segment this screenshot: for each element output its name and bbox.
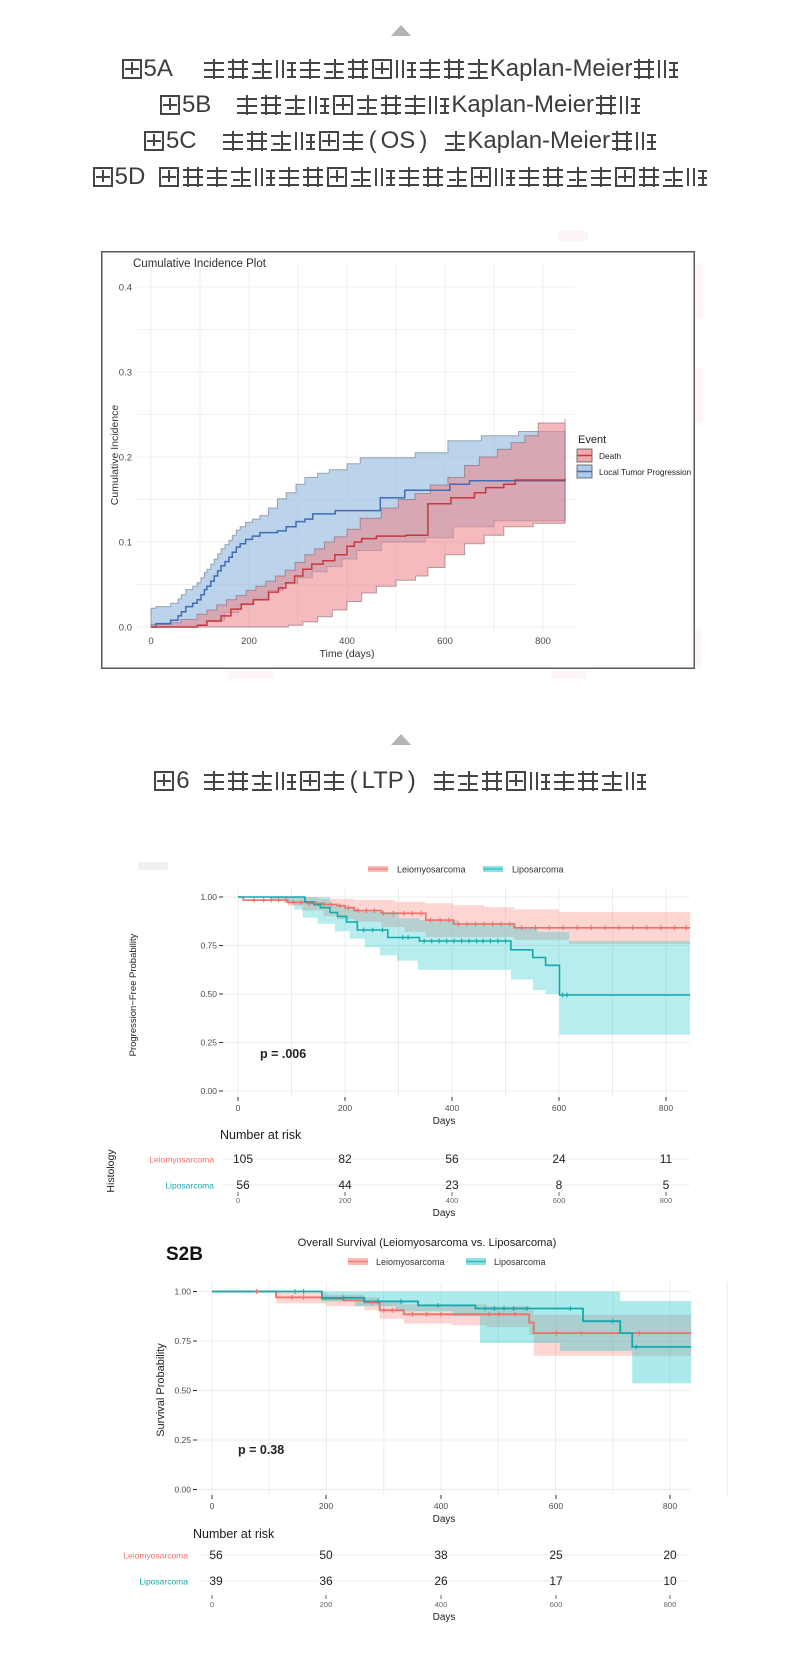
svg-text:20: 20 <box>663 1548 677 1562</box>
svg-text:400: 400 <box>339 636 355 647</box>
svg-text:800: 800 <box>659 1103 673 1113</box>
svg-text:50: 50 <box>319 1548 333 1562</box>
svg-text:Number at risk: Number at risk <box>193 1527 275 1541</box>
svg-text:56: 56 <box>209 1548 223 1562</box>
svg-text:Progression−Free Probability: Progression−Free Probability <box>128 933 139 1056</box>
svg-text:0.25: 0.25 <box>174 1435 191 1445</box>
svg-text:23: 23 <box>445 1178 459 1192</box>
svg-text:24: 24 <box>552 1152 566 1166</box>
svg-text:Leiomyosarcoma: Leiomyosarcoma <box>397 865 466 875</box>
svg-text:600: 600 <box>437 636 453 647</box>
svg-text:Cumulative Incidence Plot: Cumulative Incidence Plot <box>133 258 267 270</box>
svg-text:0: 0 <box>148 636 153 647</box>
svg-text:44: 44 <box>338 1178 352 1192</box>
svg-text:400: 400 <box>446 1196 459 1205</box>
svg-text:Time (days): Time (days) <box>319 648 374 660</box>
svg-text:p = 0.38: p = 0.38 <box>238 1443 284 1457</box>
svg-text:26: 26 <box>434 1574 448 1588</box>
svg-text:Event: Event <box>578 434 606 446</box>
svg-text:800: 800 <box>663 1501 677 1511</box>
svg-text:Leiomyosarcoma: Leiomyosarcoma <box>149 1155 214 1165</box>
svg-text:200: 200 <box>319 1501 333 1511</box>
svg-text:0.75: 0.75 <box>200 941 217 951</box>
svg-text:200: 200 <box>339 1196 352 1205</box>
svg-text:200: 200 <box>338 1103 352 1113</box>
svg-text:S2B: S2B <box>166 1244 203 1265</box>
svg-text:1.00: 1.00 <box>174 1287 191 1297</box>
svg-text:Liposarcoma: Liposarcoma <box>165 1181 214 1191</box>
svg-text:17: 17 <box>549 1574 563 1588</box>
svg-text:600: 600 <box>549 1501 563 1511</box>
svg-text:0.3: 0.3 <box>119 368 132 379</box>
svg-text:200: 200 <box>241 636 257 647</box>
svg-text:0: 0 <box>210 1501 215 1511</box>
svg-text:p = .006: p = .006 <box>260 1047 306 1061</box>
svg-text:8: 8 <box>556 1178 563 1192</box>
svg-text:Histology: Histology <box>105 1149 117 1193</box>
svg-text:Survival Probability: Survival Probability <box>155 1343 167 1437</box>
svg-text:Liposarcoma: Liposarcoma <box>494 1257 546 1267</box>
svg-text:600: 600 <box>550 1600 563 1609</box>
svg-text:Days: Days <box>433 1612 456 1623</box>
svg-text:Leiomyosarcoma: Leiomyosarcoma <box>376 1257 445 1267</box>
svg-text:0.00: 0.00 <box>200 1086 217 1096</box>
svg-text:0.25: 0.25 <box>200 1038 217 1048</box>
svg-text:5: 5 <box>663 1178 670 1192</box>
svg-text:200: 200 <box>320 1600 333 1609</box>
svg-text:Overall Survival (Leiomyosarco: Overall Survival (Leiomyosarcoma vs. Lip… <box>298 1237 557 1249</box>
svg-text:56: 56 <box>236 1178 250 1192</box>
svg-text:25: 25 <box>549 1548 563 1562</box>
svg-text:Liposarcoma: Liposarcoma <box>139 1577 188 1587</box>
svg-text:Number at risk: Number at risk <box>220 1128 302 1142</box>
svg-text:11: 11 <box>660 1152 673 1166</box>
svg-text:0: 0 <box>236 1103 241 1113</box>
svg-text:Cumulative Incidence: Cumulative Incidence <box>109 405 121 506</box>
svg-text:0.4: 0.4 <box>119 283 132 294</box>
svg-text:0.2: 0.2 <box>119 453 132 464</box>
svg-text:Days: Days <box>433 1514 456 1525</box>
svg-text:Local Tumor Progression: Local Tumor Progression <box>599 467 692 477</box>
svg-text:400: 400 <box>435 1600 448 1609</box>
svg-text:Days: Days <box>433 1116 456 1127</box>
svg-text:0.50: 0.50 <box>200 989 217 999</box>
svg-text:Liposarcoma: Liposarcoma <box>512 865 564 875</box>
svg-text:800: 800 <box>664 1600 677 1609</box>
svg-text:0: 0 <box>210 1600 214 1609</box>
svg-text:10: 10 <box>663 1574 677 1588</box>
svg-text:105: 105 <box>233 1152 253 1166</box>
svg-text:0.75: 0.75 <box>174 1336 191 1346</box>
svg-text:82: 82 <box>338 1152 352 1166</box>
svg-text:38: 38 <box>434 1548 448 1562</box>
svg-text:0: 0 <box>236 1196 240 1205</box>
svg-text:800: 800 <box>660 1196 673 1205</box>
svg-text:0.1: 0.1 <box>119 538 132 549</box>
svg-text:800: 800 <box>535 636 551 647</box>
svg-text:1.00: 1.00 <box>200 892 217 902</box>
svg-text:36: 36 <box>319 1574 333 1588</box>
svg-text:0.0: 0.0 <box>119 623 132 634</box>
svg-text:600: 600 <box>552 1103 566 1113</box>
svg-text:0.00: 0.00 <box>174 1485 191 1495</box>
svg-text:400: 400 <box>434 1501 448 1511</box>
svg-text:600: 600 <box>553 1196 566 1205</box>
svg-text:39: 39 <box>209 1574 223 1588</box>
svg-text:Leiomyosarcoma: Leiomyosarcoma <box>123 1551 188 1561</box>
svg-text:0.50: 0.50 <box>174 1386 191 1396</box>
svg-text:Days: Days <box>433 1208 456 1219</box>
svg-text:Death: Death <box>599 451 622 461</box>
svg-text:400: 400 <box>445 1103 459 1113</box>
svg-text:56: 56 <box>445 1152 459 1166</box>
